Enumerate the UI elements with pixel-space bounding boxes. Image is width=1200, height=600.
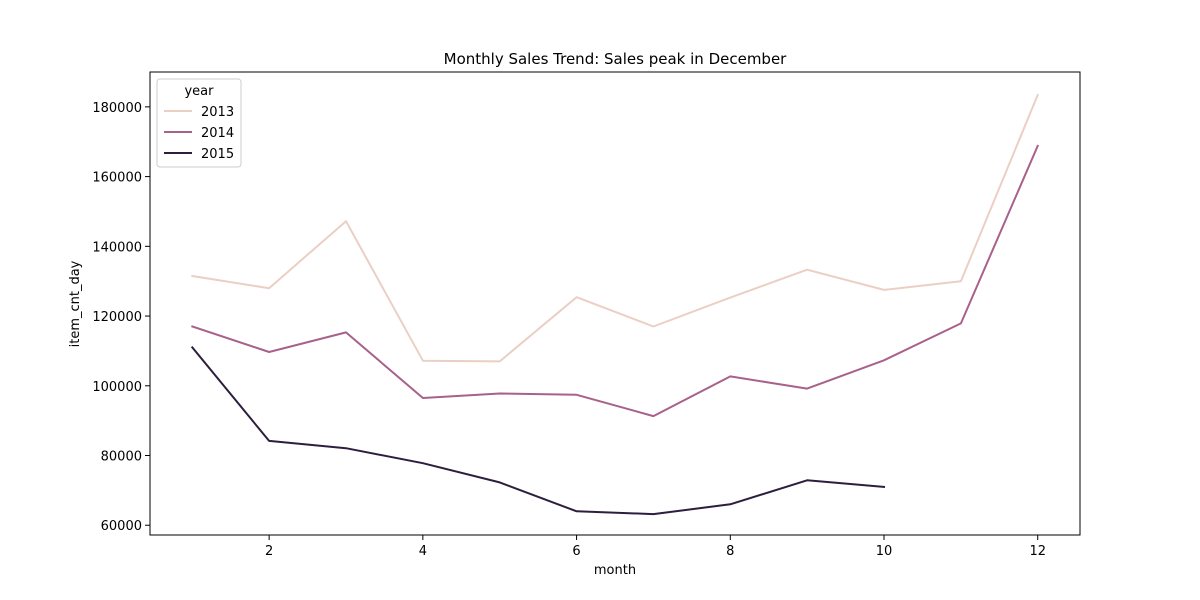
y-tick-label: 160000	[92, 171, 142, 186]
chart-title: Monthly Sales Trend: Sales peak in Decem…	[444, 50, 788, 68]
x-axis-label: month	[594, 563, 636, 578]
y-tick-label: 180000	[92, 101, 142, 116]
x-tick-label: 2	[265, 544, 273, 559]
legend-label-2014: 2014	[201, 126, 234, 141]
x-tick-label: 6	[572, 544, 580, 559]
plot-frame	[149, 71, 1081, 536]
legend: year 2013 2014 2015	[156, 78, 242, 168]
y-axis: 60000 80000 100000 120000 140000 160000 180000	[92, 101, 150, 534]
legend-items: 2013 2014 2015	[164, 105, 234, 162]
series-layer	[190, 93, 1040, 516]
x-axis: 2 4 6 8 10 12	[265, 535, 1046, 559]
legend-title: year	[184, 84, 214, 99]
y-axis-label: item_cnt_day	[68, 260, 83, 347]
y-tick-label: 140000	[92, 240, 142, 255]
y-tick-label: 100000	[92, 380, 142, 395]
legend-label-2013: 2013	[201, 105, 234, 120]
y-tick-label: 60000	[101, 519, 142, 534]
x-tick-label: 8	[726, 544, 734, 559]
x-tick-label: 10	[876, 544, 893, 559]
series-line-2013	[191, 93, 1040, 363]
y-tick-label: 120000	[92, 310, 142, 325]
legend-label-2015: 2015	[201, 147, 234, 162]
series-line-2015	[190, 345, 886, 516]
x-tick-label: 12	[1029, 544, 1046, 559]
y-tick-label: 80000	[101, 450, 142, 465]
legend-box	[156, 78, 242, 168]
x-tick-label: 4	[419, 544, 427, 559]
series-line-2014	[191, 144, 1040, 418]
